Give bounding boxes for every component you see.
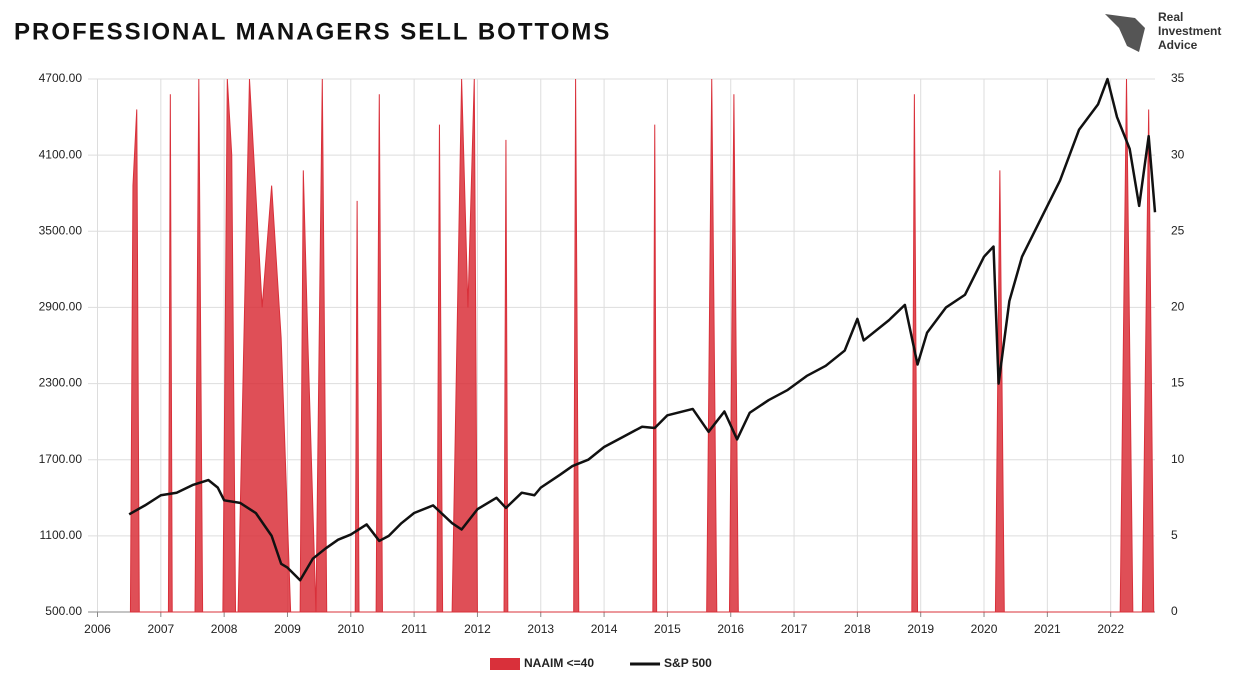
- x-tick-label: 2010: [337, 622, 364, 636]
- y2-tick-label: 35: [1171, 71, 1185, 85]
- y-tick-label: 1100.00: [40, 528, 83, 542]
- x-tick-label: 2015: [654, 622, 681, 636]
- x-tick-label: 2008: [211, 622, 238, 636]
- x-tick-label: 2006: [84, 622, 111, 636]
- y-tick-label: 1700.00: [39, 452, 83, 466]
- x-tick-label: 2017: [781, 622, 808, 636]
- x-tick-label: 2016: [717, 622, 744, 636]
- chart-title: PROFESSIONAL MANAGERS SELL BOTTOMS: [14, 18, 611, 45]
- y-tick-label: 4700.00: [39, 71, 83, 85]
- area: [129, 78, 1155, 613]
- legend-label: NAAIM <=40: [524, 656, 594, 670]
- x-tick-label: 2007: [147, 622, 174, 636]
- y-tick-label: 2900.00: [39, 300, 83, 314]
- x-tick-label: 2018: [844, 622, 871, 636]
- line: [128, 77, 1157, 582]
- x-tick-label: 2019: [907, 622, 934, 636]
- y-tick-label: 4100.00: [39, 147, 83, 161]
- brand: Real: [1158, 10, 1183, 24]
- x-tick-label: 2014: [591, 622, 618, 636]
- y2-tick-label: 0: [1171, 604, 1178, 618]
- x-tick-label: 2021: [1034, 622, 1061, 636]
- x-tick-label: 2011: [401, 622, 427, 636]
- logo-icon: [1105, 14, 1145, 52]
- y2-tick-label: 30: [1171, 147, 1185, 161]
- x-tick-label: 2009: [274, 622, 301, 636]
- y-tick-label: 2300.00: [39, 376, 83, 390]
- x-tick-label: 2012: [464, 622, 491, 636]
- legend-label: S&P 500: [664, 656, 712, 670]
- y2-tick-label: 10: [1171, 452, 1185, 466]
- brand: Investment: [1158, 24, 1221, 38]
- y2-tick-label: 5: [1171, 528, 1178, 542]
- x-tick-label: 2013: [527, 622, 554, 636]
- x-tick-label: 2022: [1097, 622, 1124, 636]
- y-tick-label: 3500.00: [39, 223, 83, 237]
- y2-tick-label: 20: [1171, 300, 1185, 314]
- brand: Advice: [1158, 38, 1198, 52]
- x-tick-label: 2020: [971, 622, 998, 636]
- y2-tick-label: 25: [1171, 223, 1185, 237]
- y2-tick-label: 15: [1171, 376, 1185, 390]
- legend-swatch: [490, 658, 520, 670]
- y-tick-label: 500.00: [45, 604, 82, 618]
